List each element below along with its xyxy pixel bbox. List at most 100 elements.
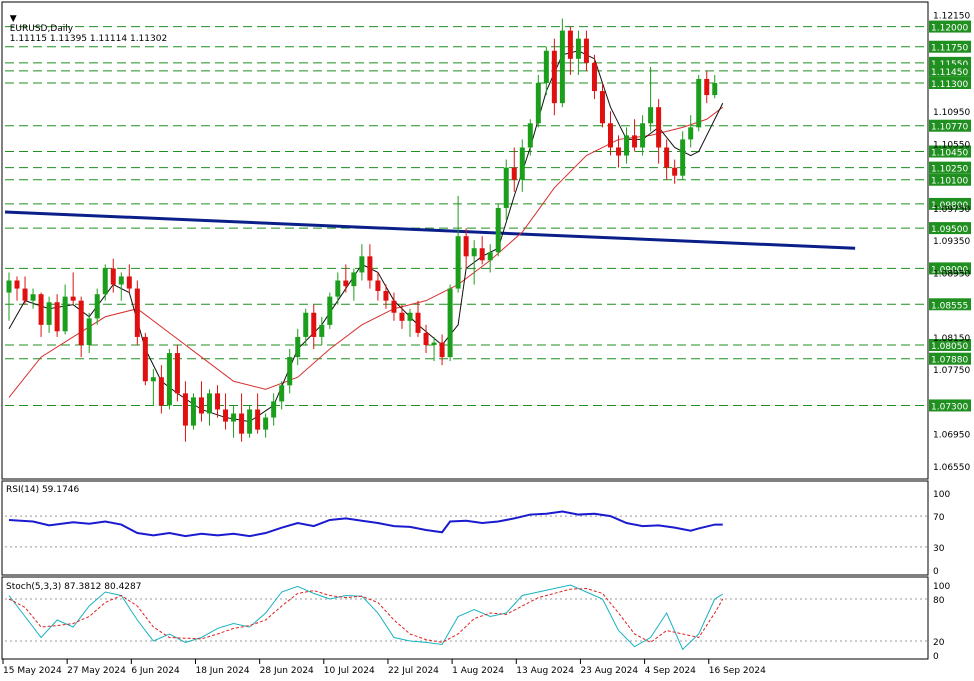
candle-bull [680,139,686,176]
ma-slow-line [8,106,724,398]
candle-bear [479,248,485,261]
candle-bull [455,236,461,289]
level-label-box [929,352,971,365]
candle-bear [182,393,188,426]
indicator-scale-label: 30 [933,544,945,554]
candle-bear [367,256,373,281]
candle-bull [150,377,156,382]
candle-bear [70,296,76,301]
level-label: 1.11450 [931,68,968,78]
chart-header: ▼ EURUSD,Daily 1.11115 1.11395 1.11114 1… [4,4,167,44]
level-label: 1.08050 [931,342,968,352]
candle-bear [110,268,116,285]
candle-bull [519,147,525,180]
candle-bull [696,78,702,128]
candle-bull [527,123,533,148]
stoch-panel-frame [1,576,929,660]
level-label: 1.10770 [931,123,968,133]
level-label: 1.11300 [931,80,968,90]
price-tick-label: 1.09350 [933,237,970,247]
candle-bear [463,236,469,257]
level-label: 1.11750 [931,44,968,54]
collapse-triangle-icon[interactable]: ▼ [9,14,17,24]
candle-bear [664,147,670,168]
level-label-box [929,20,971,33]
candle-bear [375,280,381,291]
level-label: 1.12000 [931,24,968,34]
candle-bull [94,294,100,319]
level-label: 1.10250 [931,165,968,175]
candle-bull [190,397,196,426]
candle-bull [287,357,293,386]
candlesticks [6,18,718,442]
indicator-scale-label: 100 [933,490,950,500]
level-label: 1.09800 [931,201,968,211]
candle-bear [672,167,678,176]
level-label-box [929,40,971,53]
candle-bull [503,167,509,208]
candle-bull [263,417,269,430]
candle-bull [46,302,52,325]
level-label-box [929,197,971,210]
ohlc-readout: 1.11115 1.11395 1.11114 1.11302 [9,34,168,44]
price-tick-label: 1.06950 [933,431,970,441]
rsi-indicator: 100 70 30 0 [5,490,950,577]
candle-bear [255,409,261,430]
price-tick-label: 1.08950 [933,269,970,279]
date-tick-label: 22 Jul 2024 [388,666,439,676]
candle-bull [487,252,493,261]
candle-bear [38,294,44,325]
level-label-box [929,173,971,186]
date-tick-label: 27 May 2024 [67,666,126,676]
candle-bull [712,83,718,96]
candle-bull [407,312,413,321]
candle-bear [632,135,638,148]
indicator-scale-label: 70 [933,513,945,523]
level-label: 1.09500 [931,225,968,235]
price-tick-label: 1.06550 [933,463,970,473]
level-label-box [929,222,971,235]
rsi-panel-frame [1,480,929,576]
stochastic-indicator: 100 80 20 0 [5,582,950,662]
candle-bear [591,62,597,92]
date-tick-label: 4 Sep 2024 [645,666,697,676]
candle-bull [495,207,501,253]
candle-bear [215,393,221,410]
candle-bear [583,38,589,63]
indicator-scale-label: 0 [933,652,939,662]
candle-bull [535,83,541,124]
date-tick-label: 13 Aug 2024 [516,666,574,676]
price-tick-label: 1.07750 [933,366,970,376]
candle-bull [118,276,124,285]
level-label-box [929,338,971,351]
level-label-box [929,298,971,311]
date-axis: 15 May 2024 27 May 2024 6 Jun 2024 18 Jun 2… [2,659,766,676]
candle-bear [439,342,445,358]
candle-bull [231,413,237,422]
date-tick-label: 23 Aug 2024 [580,666,638,676]
date-tick-label: 10 Jul 2024 [324,666,375,676]
level-label: 1.11550 [931,60,968,70]
candle-bull [102,268,108,295]
candle-bull [62,296,68,332]
candle-bear [134,288,140,337]
level-label-box [929,399,971,412]
stoch-signal-line [8,587,724,643]
level-label-box [929,262,971,275]
indicator-scale-label: 0 [933,567,939,577]
candle-bear [511,167,517,180]
date-tick-label: 28 Jun 2024 [260,666,314,676]
indicator-scale-label: 20 [933,638,945,648]
candle-bull [471,248,477,257]
level-label: 1.10100 [931,177,968,187]
candle-bull [271,401,277,418]
candle-bear [158,377,164,406]
candle-bull [319,324,325,337]
candle-bear [599,91,605,124]
date-tick-label: 15 May 2024 [3,666,62,676]
price-tick-label: 1.08150 [933,334,970,344]
candle-bear [198,397,204,414]
level-label-box [929,77,971,89]
